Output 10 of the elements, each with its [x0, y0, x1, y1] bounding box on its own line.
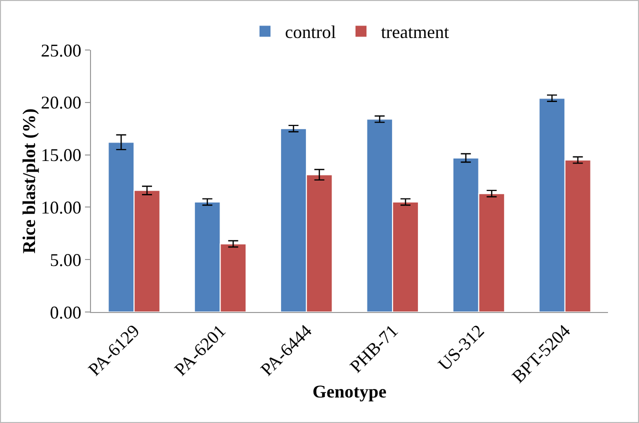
y-tick-label: 20.00	[40, 92, 82, 113]
legend-label: treatment	[381, 22, 449, 42]
y-tick-label: 10.00	[40, 198, 82, 218]
y-tick-label: 0.00	[50, 302, 82, 322]
y-tick-label: 25.00	[40, 40, 82, 60]
y-tick-label: 5.00	[50, 250, 82, 270]
legend-label: control	[285, 22, 336, 42]
x-axis-title: Genotype	[312, 382, 387, 402]
y-tick-label: 15.00	[40, 145, 82, 166]
y-axis-title: Rice blast/plot (%)	[18, 108, 39, 254]
